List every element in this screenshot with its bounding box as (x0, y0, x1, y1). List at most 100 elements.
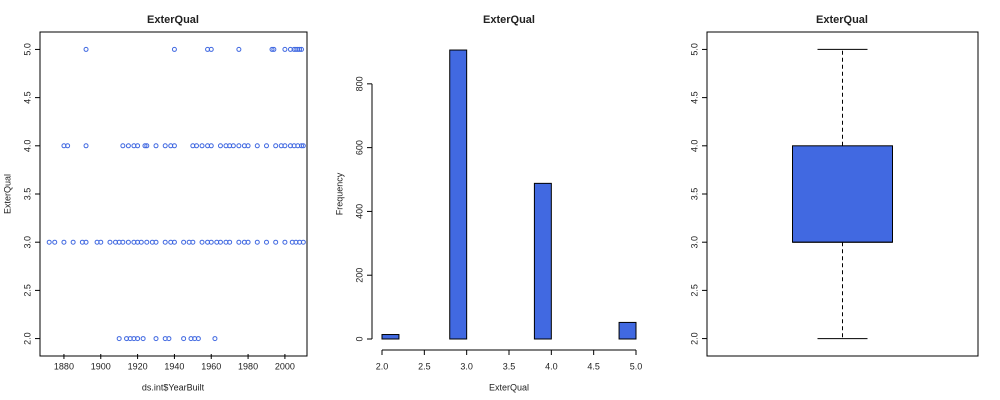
x-tick-label: 3.0 (460, 361, 473, 371)
x-tick-label: 4.5 (587, 361, 600, 371)
point (208, 239, 214, 245)
point (298, 143, 304, 149)
x-tick-label: 1940 (164, 361, 184, 371)
y-tick-label: 4.0 (689, 140, 699, 153)
x-axis-label: ds.int$YearBuilt (142, 382, 205, 392)
x-tick-label: 2.5 (418, 361, 431, 371)
point (236, 239, 242, 245)
point (125, 239, 131, 245)
point (120, 239, 126, 245)
point (162, 239, 168, 245)
point (142, 143, 148, 149)
x-tick-label: 1980 (238, 361, 258, 371)
chart-title: ExterQual (483, 14, 535, 26)
y-tick-label: 2.5 (22, 284, 32, 297)
point (144, 143, 150, 149)
point (107, 239, 113, 245)
point (83, 239, 89, 245)
point (273, 143, 279, 149)
point (190, 239, 196, 245)
y-tick-label: 5.0 (22, 43, 32, 56)
point (125, 143, 131, 149)
point (263, 143, 269, 149)
point (300, 143, 306, 149)
point (46, 239, 52, 245)
point (65, 143, 71, 149)
bar (381, 334, 400, 340)
y-axis-label: Frequency (334, 172, 344, 215)
point (83, 143, 89, 149)
point (199, 143, 205, 149)
point (263, 239, 269, 245)
point (300, 239, 306, 245)
x-tick-label: 4.0 (545, 361, 558, 371)
point (236, 143, 242, 149)
y-tick-label: 3.5 (22, 188, 32, 201)
point (98, 239, 104, 245)
point (217, 239, 223, 245)
x-tick-label: 2.0 (376, 361, 389, 371)
x-axis-label: ExterQual (489, 382, 529, 392)
point (138, 239, 144, 245)
point (140, 336, 146, 342)
y-tick-label: 200 (354, 268, 364, 283)
x-tick-label: 3.5 (503, 361, 516, 371)
box (792, 145, 893, 243)
y-tick-label: 5.0 (689, 43, 699, 56)
point (195, 336, 201, 342)
y-tick-label: 400 (354, 204, 364, 219)
point (297, 46, 303, 52)
y-tick-label: 2.0 (22, 332, 32, 345)
point (171, 46, 177, 52)
point (208, 46, 214, 52)
point (61, 239, 67, 245)
chart-title: ExterQual (147, 14, 199, 26)
point (135, 143, 141, 149)
point (282, 239, 288, 245)
y-tick-label: 4.5 (689, 91, 699, 104)
y-tick-label: 3.5 (689, 188, 699, 201)
point (52, 239, 58, 245)
x-tick-label: 2000 (275, 361, 295, 371)
point (194, 143, 200, 149)
point (135, 336, 141, 342)
y-tick-label: 600 (354, 140, 364, 155)
point (153, 336, 159, 342)
bar (449, 49, 468, 340)
point (171, 239, 177, 245)
point (245, 143, 251, 149)
x-tick-label: 1900 (91, 361, 111, 371)
y-tick-label: 3.0 (22, 236, 32, 249)
point (273, 239, 279, 245)
x-tick-label: 1960 (201, 361, 221, 371)
point (254, 239, 260, 245)
point (153, 239, 159, 245)
y-tick-label: 4.5 (22, 91, 32, 104)
point (153, 143, 159, 149)
point (217, 143, 223, 149)
bar (618, 321, 637, 340)
point (162, 143, 168, 149)
point (230, 143, 236, 149)
y-tick-label: 3.0 (689, 236, 699, 249)
point (116, 336, 122, 342)
point (70, 239, 76, 245)
y-tick-label: 0 (354, 336, 364, 341)
point (236, 46, 242, 52)
point (227, 239, 233, 245)
point (245, 239, 251, 245)
point (269, 46, 275, 52)
point (171, 143, 177, 149)
point (181, 336, 187, 342)
point (83, 46, 89, 52)
x-tick-label: 1880 (54, 361, 74, 371)
point (282, 46, 288, 52)
x-tick-label: 1920 (128, 361, 148, 371)
point (144, 239, 150, 245)
point (181, 239, 187, 245)
x-tick-label: 5.0 (630, 361, 643, 371)
point (271, 46, 277, 52)
point (298, 46, 304, 52)
point (199, 239, 205, 245)
